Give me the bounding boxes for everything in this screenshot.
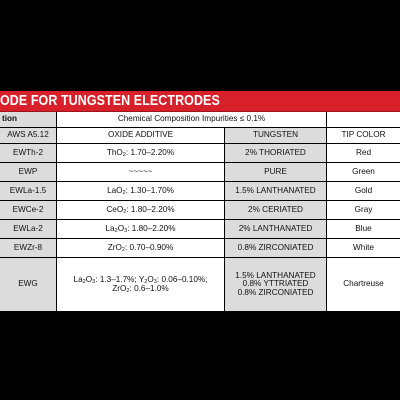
tip-color: Chartreuse: [327, 258, 400, 312]
aws-code: EWG: [0, 258, 57, 312]
tungsten-type: 0.8% ZIRCONIATED: [225, 239, 327, 258]
tungsten-type: 2% THORIATED: [225, 144, 327, 163]
oxide-additive: LaO2: 1.30–1.70%: [57, 182, 225, 201]
aws-header: AWS A5.12: [0, 128, 57, 144]
tungsten-line: 0.8% ZIRCONIATED: [237, 287, 314, 297]
header-row-1: tion Chemical Composition Impurities ≤ 0…: [0, 112, 400, 128]
oxide-additive: CeO2: 1.80–2.20%: [57, 201, 225, 220]
tungsten-type: 2% CERIATED: [225, 201, 327, 220]
tungsten-type: 1.5% LANTHANATED 0.8% YTTRIATED 0.8% ZIR…: [225, 258, 327, 312]
aws-code: EWCe-2: [0, 201, 57, 220]
oxide-additive: La2O3: 1.80–2.20%: [57, 220, 225, 239]
tip-color: Green: [327, 163, 400, 182]
tip-color-header: TIP COLOR: [327, 128, 400, 144]
tip-color: Gold: [327, 182, 400, 201]
tungsten-line: 0.8% YTTRIATED: [242, 279, 309, 289]
oxide-additive: ThO2: 1.70–2.20%: [57, 144, 225, 163]
tip-color: Blue: [327, 220, 400, 239]
table-row: EWG La2O3: 1.3–1.7%; Y2O3: 0.06–0.10%; Z…: [0, 258, 400, 312]
aws-code: EWP: [0, 163, 57, 182]
oxide-line-1: La2O3: 1.3–1.7%; Y2O3: 0.06–0.10%;: [73, 274, 208, 285]
electrode-table: tion Chemical Composition Impurities ≤ 0…: [0, 112, 400, 312]
header-row-2: AWS A5.12 OXIDE ADDITIVE TUNGSTEN TIP CO…: [0, 128, 400, 144]
tip-color: White: [327, 239, 400, 258]
classification-header: tion: [0, 112, 57, 128]
table-row: EWZr-8 ZrO2: 0.70–0.90% 0.8% ZIRCONIATED…: [0, 239, 400, 258]
aws-code: EWLa-2: [0, 220, 57, 239]
table-row: EWTh-2 ThO2: 1.70–2.20% 2% THORIATED Red: [0, 144, 400, 163]
tungsten-type: 1.5% LANTHANATED: [225, 182, 327, 201]
oxide-additive: ~~~~~: [57, 163, 225, 182]
tip-color: Gray: [327, 201, 400, 220]
table-row: EWLa-1.5 LaO2: 1.30–1.70% 1.5% LANTHANAT…: [0, 182, 400, 201]
tungsten-line: 1.5% LANTHANATED: [235, 270, 316, 280]
aws-code: EWLa-1.5: [0, 182, 57, 201]
tungsten-type: PURE: [225, 163, 327, 182]
tungsten-header: TUNGSTEN: [225, 128, 327, 144]
oxide-additive: La2O3: 1.3–1.7%; Y2O3: 0.06–0.10%; ZrO2:…: [57, 258, 225, 312]
tungsten-type: 2% LANTHANATED: [225, 220, 327, 239]
header-blank-cell: [327, 112, 400, 128]
oxide-additive-header: OXIDE ADDITIVE: [57, 128, 225, 144]
title-bar: ODE FOR TUNGSTEN ELECTRODES: [0, 91, 400, 112]
tungsten-electrode-chart: ODE FOR TUNGSTEN ELECTRODES tion Chemica…: [0, 91, 400, 312]
oxide-additive: ZrO2: 0.70–0.90%: [57, 239, 225, 258]
chart-title: ODE FOR TUNGSTEN ELECTRODES: [0, 93, 220, 109]
table-row: EWP ~~~~~ PURE Green: [0, 163, 400, 182]
table-row: EWCe-2 CeO2: 1.80–2.20% 2% CERIATED Gray: [0, 201, 400, 220]
aws-code: EWTh-2: [0, 144, 57, 163]
chemical-composition-header: Chemical Composition Impurities ≤ 0.1%: [57, 112, 327, 128]
aws-code: EWZr-8: [0, 239, 57, 258]
oxide-line-2: ZrO2: 0.6–1.0%: [112, 283, 169, 294]
table-row: EWLa-2 La2O3: 1.80–2.20% 2% LANTHANATED …: [0, 220, 400, 239]
tip-color: Red: [327, 144, 400, 163]
